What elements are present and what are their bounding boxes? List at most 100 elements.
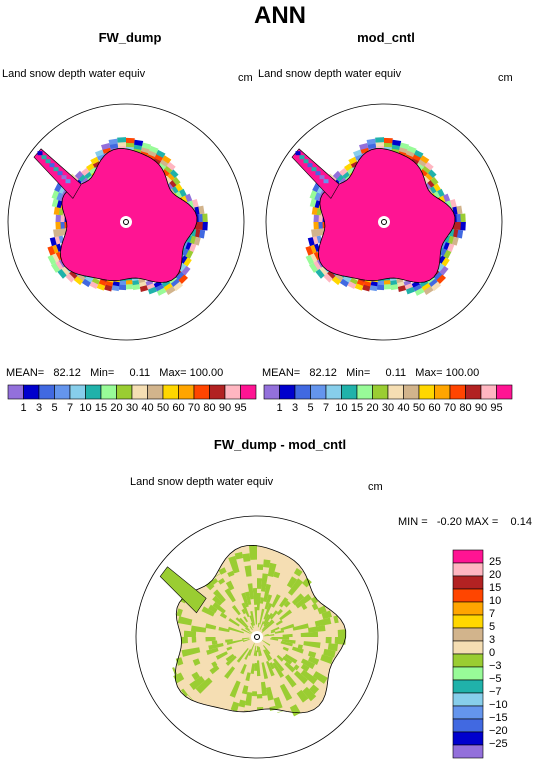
data-cell <box>443 249 452 259</box>
data-cell <box>437 188 445 198</box>
data-cell <box>251 691 257 697</box>
data-cell <box>313 191 321 201</box>
colorbar-swatch <box>452 679 484 694</box>
data-cell <box>384 280 391 286</box>
data-cell <box>305 254 314 265</box>
data-cell <box>307 651 317 658</box>
data-cell <box>333 615 339 624</box>
data-cell <box>180 255 189 265</box>
data-cell <box>177 616 193 626</box>
data-cell <box>424 161 434 171</box>
data-cell <box>198 213 204 222</box>
data-cell <box>366 138 376 145</box>
data-cell <box>80 176 89 185</box>
diff-variable-label: Land snow depth water equiv <box>130 476 274 488</box>
variable-label-left: Land snow depth water equiv <box>2 68 146 80</box>
data-cell <box>427 169 437 179</box>
data-cell <box>189 243 197 253</box>
colorbar-swatch <box>452 575 484 590</box>
data-cell <box>65 179 71 184</box>
data-cell <box>192 658 201 666</box>
data-cell <box>456 213 462 222</box>
data-cell <box>264 594 273 610</box>
colorbar-swatch <box>263 384 280 400</box>
data-cell <box>272 662 285 678</box>
data-cell <box>354 283 364 291</box>
colorbar-swatch <box>387 384 404 400</box>
data-cell <box>263 645 271 655</box>
data-cell <box>414 287 425 296</box>
colorbar-swatch <box>294 384 311 400</box>
colorbar-swatch <box>465 384 482 400</box>
data-cell <box>211 661 218 668</box>
data-cell <box>164 175 173 184</box>
data-cell <box>293 664 300 671</box>
data-cell <box>312 260 322 271</box>
colorbar-swatch <box>147 384 164 400</box>
data-cell <box>183 630 197 637</box>
data-cell <box>302 577 312 588</box>
data-cell <box>185 193 193 203</box>
data-cell <box>416 162 425 171</box>
max-label: Max= <box>159 367 187 379</box>
data-cell <box>126 280 133 286</box>
data-cell <box>404 283 414 291</box>
data-cell <box>332 170 342 180</box>
colorbar-tick-label: 1 <box>20 402 27 414</box>
data-cell <box>227 570 235 578</box>
pole-marker <box>378 216 390 228</box>
data-cell <box>292 623 309 631</box>
colorbar-tick-label: −10 <box>489 699 508 711</box>
data-cell <box>152 157 162 165</box>
data-cell <box>441 257 450 267</box>
data-cell <box>310 596 319 605</box>
data-cell <box>303 159 309 164</box>
data-cell <box>202 213 208 222</box>
data-cell <box>241 608 246 615</box>
data-cell <box>352 149 362 157</box>
data-cell <box>215 651 228 660</box>
data-cell <box>425 172 434 181</box>
data-cell <box>321 610 333 620</box>
data-cell <box>226 646 233 651</box>
data-cell <box>274 629 285 634</box>
data-cell <box>319 175 325 180</box>
data-cell <box>295 151 301 156</box>
data-cell <box>295 593 312 609</box>
data-cell <box>349 277 358 286</box>
data-cell <box>254 663 257 671</box>
data-cell <box>228 626 244 634</box>
colorbar-swatch <box>452 601 484 616</box>
colorbar-swatch <box>162 384 179 400</box>
data-cell <box>271 637 290 640</box>
data-cell <box>334 273 344 282</box>
data-cell <box>47 254 56 265</box>
data-cell <box>272 658 285 672</box>
data-cell <box>282 646 289 652</box>
data-cell <box>212 595 223 606</box>
data-cell <box>369 285 378 292</box>
data-cell <box>172 176 181 186</box>
mean-label: MEAN= <box>6 367 45 379</box>
data-cell <box>158 162 167 171</box>
data-cell <box>51 253 60 263</box>
data-cell <box>178 274 189 285</box>
data-cell <box>191 199 199 208</box>
data-cell <box>430 176 439 186</box>
data-cell <box>405 149 415 157</box>
colorbar-swatch <box>452 731 484 746</box>
data-cell <box>299 155 305 160</box>
data-cell <box>261 620 275 633</box>
data-cell <box>210 578 219 586</box>
data-cell <box>250 622 254 629</box>
data-cell <box>91 277 100 286</box>
data-cell <box>76 273 86 282</box>
data-cell <box>420 155 430 164</box>
colorbar-tick-label: −7 <box>489 686 502 698</box>
data-cell <box>253 645 257 656</box>
data-cell <box>325 637 332 644</box>
data-cell <box>228 618 240 627</box>
min-value: 0.11 <box>385 367 407 379</box>
data-cell <box>277 710 284 713</box>
data-cell <box>460 222 466 231</box>
